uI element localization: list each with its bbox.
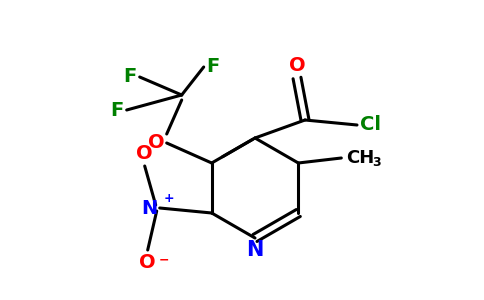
Text: Cl: Cl (360, 116, 381, 134)
Text: F: F (123, 68, 136, 86)
Text: +: + (164, 193, 174, 206)
Text: N: N (141, 199, 158, 218)
Text: F: F (110, 100, 124, 119)
Text: O: O (139, 253, 156, 272)
Text: N: N (246, 240, 264, 260)
Text: F: F (207, 58, 220, 76)
Text: O: O (288, 56, 305, 75)
Text: O: O (148, 134, 165, 152)
Text: −: − (159, 253, 169, 266)
Text: CH: CH (346, 149, 375, 167)
Text: O: O (136, 144, 153, 163)
Text: 3: 3 (372, 157, 381, 169)
